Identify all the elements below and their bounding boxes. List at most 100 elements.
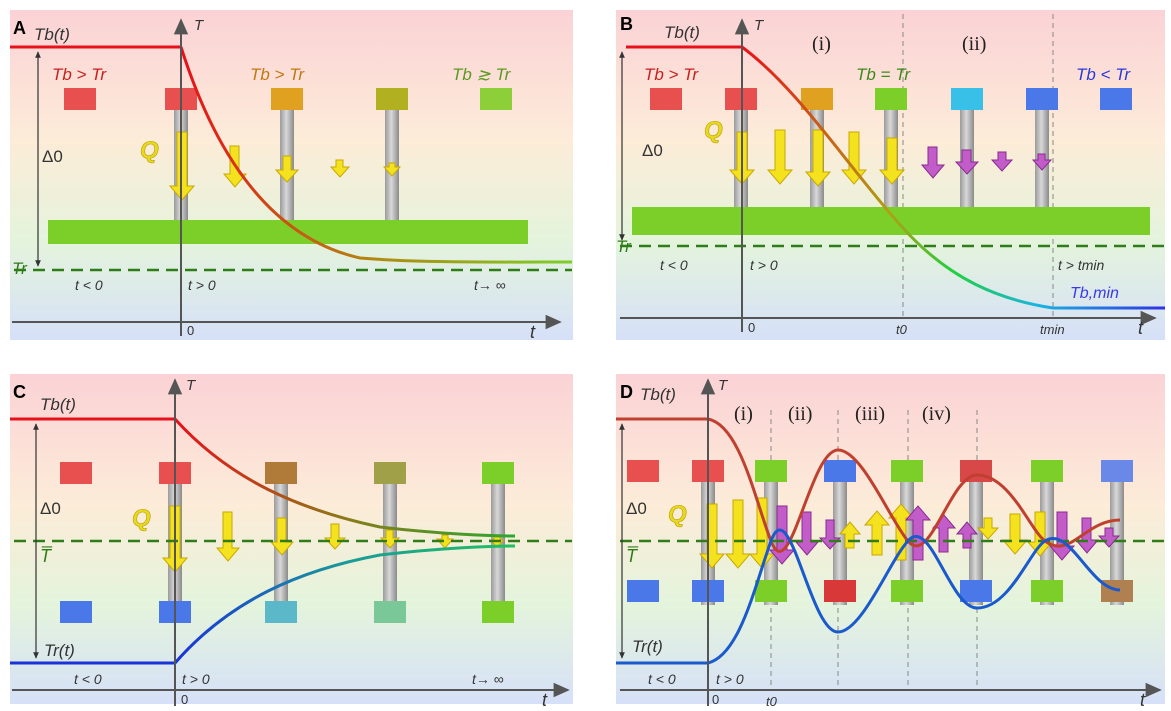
panel-b-tick-tmin: tmin (1040, 322, 1065, 337)
body-block (1026, 88, 1058, 110)
heat-arrow-down (748, 497, 776, 569)
panel-d-stage-2: (ii) (788, 403, 812, 425)
heat-arrow-down (1031, 153, 1053, 171)
panel-c-t-axis-label: t (542, 690, 548, 710)
body-block (1101, 460, 1133, 482)
heat-arrow-down (329, 159, 351, 178)
heat-arrow-down (976, 517, 1000, 540)
heat-arrow-down (323, 523, 347, 550)
body-block (755, 460, 787, 482)
panel-c-heat-label: Q (132, 505, 151, 532)
panel-b-letter: B (620, 14, 633, 34)
panel-a-t-axis-label: t (530, 322, 536, 342)
panel-b-stage-2: (ii) (962, 33, 986, 55)
panel-a-heat-label: Q (140, 137, 159, 164)
body-block (824, 460, 856, 482)
pillar (969, 475, 983, 605)
heat-arrow-down (379, 529, 401, 549)
panel-a-region-1: t < 0 (75, 277, 103, 293)
body-block (1031, 460, 1063, 482)
panel-c-region-2: t > 0 (182, 671, 210, 687)
body-block (482, 462, 514, 484)
heat-arrow-down (274, 155, 300, 183)
panel-c-Tb-curve (173, 417, 516, 538)
panel-c-Tb-label: Tb(t) (40, 395, 76, 414)
reservoir-block (960, 580, 992, 602)
panel-b-tick-t0: t0 (896, 322, 908, 337)
panel-d-heat-arrows (698, 497, 1121, 569)
heat-arrow-down (804, 129, 832, 187)
panel-b-region-2: t > 0 (750, 257, 778, 273)
panel-c-T-axis-label: T (186, 377, 197, 394)
body-block (801, 88, 833, 110)
heat-arrow-up (955, 521, 979, 549)
panel-c-delta-label: Δ0 (40, 499, 61, 518)
panel-a-delta-label: Δ0 (42, 147, 63, 166)
body-block (376, 88, 408, 110)
panel-b-reservoir (632, 207, 1150, 235)
body-block (891, 460, 923, 482)
panel-c-mean-label: T̅ (40, 546, 53, 566)
body-block (650, 88, 682, 110)
heat-arrow-down (698, 503, 726, 569)
panel-c-letter: C (13, 382, 26, 402)
body-block (875, 88, 907, 110)
panel-d-T-axis-label: T (718, 377, 729, 394)
panel-a-relation-2: Tb > Tr (250, 65, 305, 84)
heat-arrow-down (878, 137, 906, 185)
panel-d-stage-3: (iii) (855, 403, 885, 425)
panel-b-T-axis-label: T (754, 17, 765, 34)
panel-b-Tb-curve (741, 45, 1165, 310)
reservoir-block (265, 601, 297, 623)
panel-c-region-1: t < 0 (74, 671, 102, 687)
heat-arrow-down (920, 146, 946, 179)
panel-b-stage-1: (i) (812, 33, 831, 55)
heat-arrow-up (863, 510, 891, 556)
panel-b-delta-label: Δ0 (642, 141, 663, 160)
panel-a-region-3: t→ ∞ (474, 277, 506, 293)
panel-c-region-3: t→ ∞ (472, 671, 504, 687)
panel-c: C (10, 374, 573, 710)
panel-d-region-2: t > 0 (716, 671, 744, 687)
panel-d-region-1: t < 0 (648, 671, 676, 687)
panel-b-t-axis-label: t (1138, 318, 1144, 338)
panel-c-cold-blocks (60, 601, 514, 623)
panel-b-region-3: t > tmin (1058, 257, 1105, 273)
body-block (960, 460, 992, 482)
body-block (60, 462, 92, 484)
panel-b-heat-arrows (728, 129, 1053, 187)
body-block (1100, 88, 1132, 110)
panel-b-relation-3: Tb < Tr (1076, 65, 1131, 84)
panel-a-Tr-label: Tr (12, 259, 28, 278)
heat-arrow-down (435, 534, 455, 549)
body-block (374, 462, 406, 484)
panel-a-origin: 0 (187, 323, 194, 338)
panel-d-delta-label: Δ0 (626, 499, 647, 518)
heat-arrow-down (724, 499, 752, 569)
pillar (385, 98, 399, 220)
panel-b-region-1: t < 0 (660, 257, 688, 273)
reservoir-block (374, 601, 406, 623)
panel-b-heat-label: Q (704, 117, 723, 144)
panel-d-cold-blocks (627, 580, 1133, 602)
heat-arrow-down (766, 129, 794, 185)
heat-arrow-down (269, 517, 295, 556)
panel-d-Tr-label: Tr(t) (632, 637, 663, 656)
panel-b-relation-2: Tb = Tr (856, 65, 911, 84)
panel-d-hot-blocks (627, 460, 1133, 482)
panel-d: D (616, 374, 1165, 710)
panel-c-background (10, 374, 573, 704)
panel-d-stage-1: (i) (734, 403, 753, 425)
reservoir-block (755, 580, 787, 602)
heat-arrow-down (215, 511, 241, 562)
panel-a-relation-1: Tb > Tr (52, 65, 107, 84)
body-block (480, 88, 512, 110)
reservoir-block (824, 580, 856, 602)
panel-b: B (616, 10, 1165, 340)
body-block (265, 462, 297, 484)
panel-d-t-axis-label: t (1140, 690, 1146, 710)
panel-b-relation-1: Tb > Tr (644, 65, 699, 84)
body-block (951, 88, 983, 110)
heat-arrow-up (904, 505, 932, 561)
